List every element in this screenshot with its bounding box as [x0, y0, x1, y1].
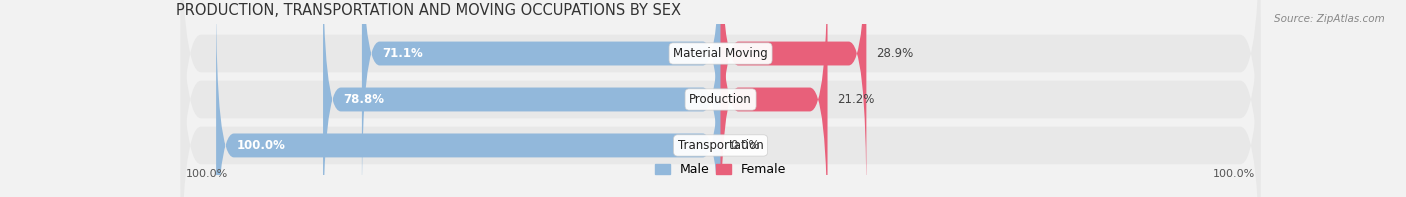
- FancyBboxPatch shape: [181, 0, 1260, 197]
- Text: Transportation: Transportation: [678, 139, 763, 152]
- Legend: Male, Female: Male, Female: [650, 158, 792, 181]
- FancyBboxPatch shape: [323, 0, 721, 197]
- FancyBboxPatch shape: [181, 0, 1260, 197]
- Text: Production: Production: [689, 93, 752, 106]
- Text: PRODUCTION, TRANSPORTATION AND MOVING OCCUPATIONS BY SEX: PRODUCTION, TRANSPORTATION AND MOVING OC…: [176, 3, 681, 18]
- Text: 100.0%: 100.0%: [1213, 169, 1256, 179]
- Text: 100.0%: 100.0%: [186, 169, 228, 179]
- Text: 78.8%: 78.8%: [343, 93, 384, 106]
- FancyBboxPatch shape: [217, 0, 721, 197]
- Text: Material Moving: Material Moving: [673, 47, 768, 60]
- Text: 21.2%: 21.2%: [838, 93, 875, 106]
- Text: 71.1%: 71.1%: [382, 47, 423, 60]
- FancyBboxPatch shape: [181, 0, 1260, 197]
- Text: 28.9%: 28.9%: [876, 47, 914, 60]
- FancyBboxPatch shape: [721, 0, 866, 197]
- Text: Source: ZipAtlas.com: Source: ZipAtlas.com: [1274, 14, 1385, 24]
- Text: 100.0%: 100.0%: [236, 139, 285, 152]
- Text: 0.0%: 0.0%: [731, 139, 761, 152]
- FancyBboxPatch shape: [361, 0, 721, 197]
- FancyBboxPatch shape: [721, 0, 828, 197]
